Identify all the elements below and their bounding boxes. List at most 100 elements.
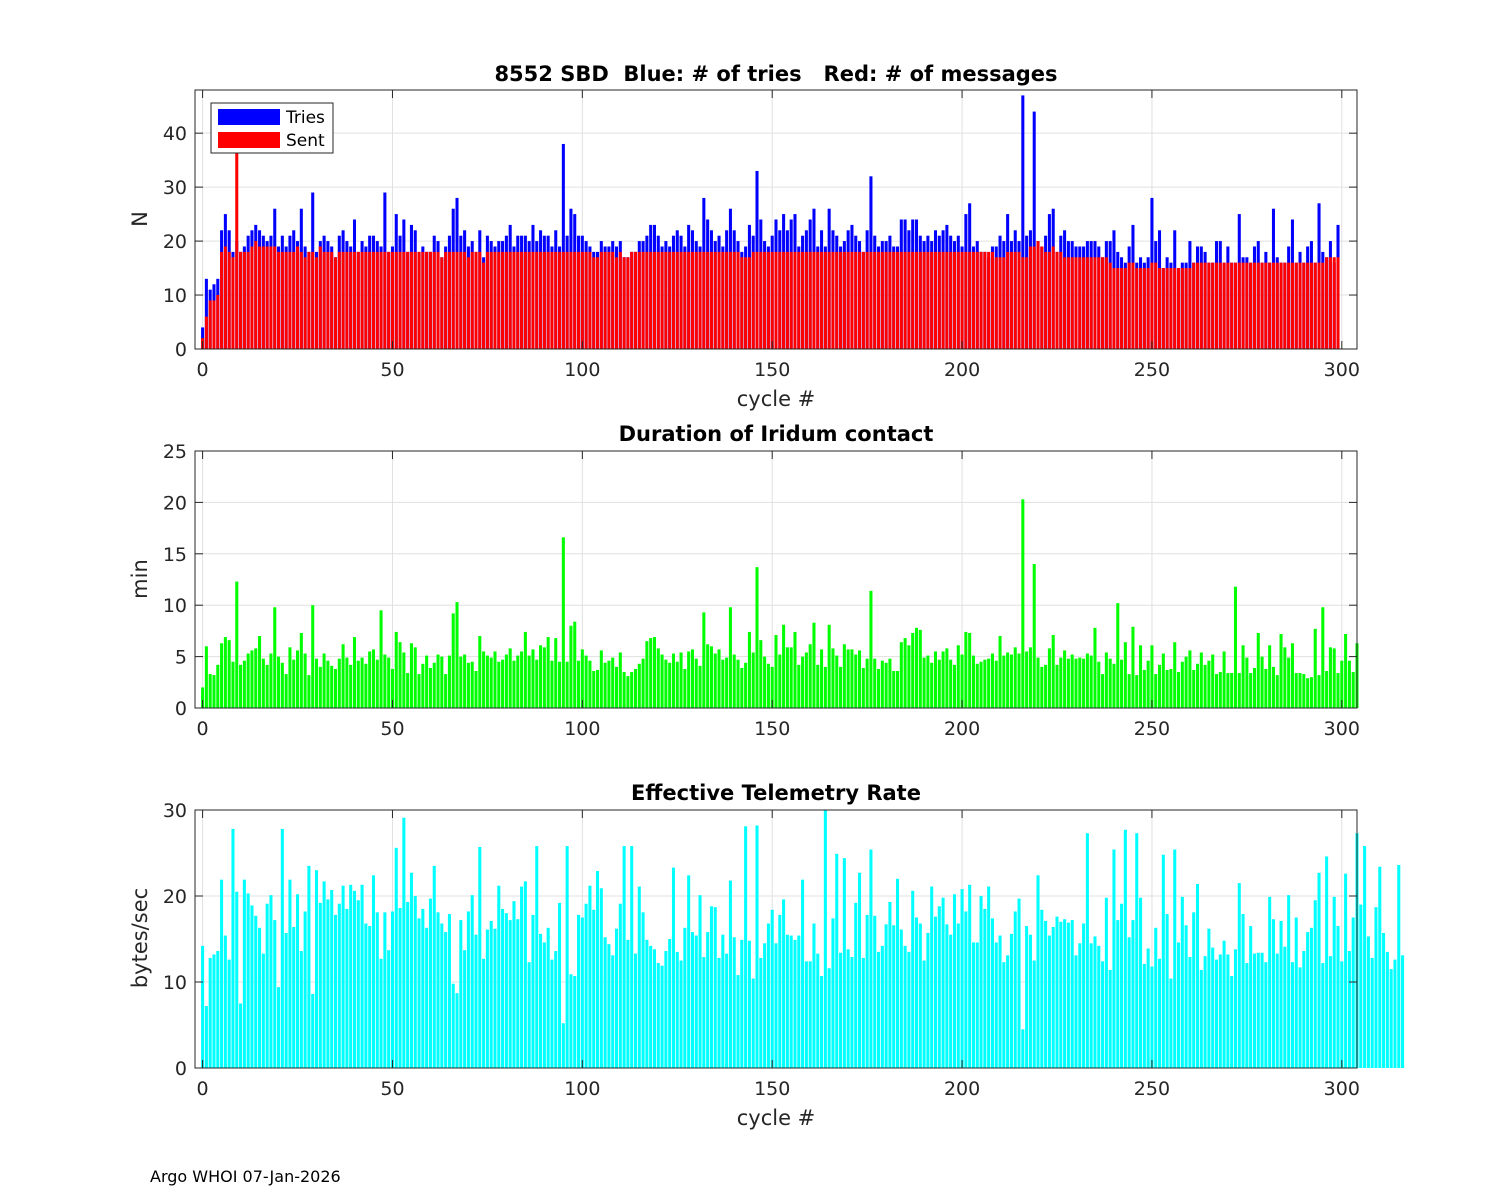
duration-y-tick-label: 5 — [175, 647, 187, 669]
telemetry-rate-bar-rate — [341, 885, 345, 1068]
sbd-tries-bar-sent — [1249, 262, 1253, 349]
telemetry-rate-bar-rate — [1032, 960, 1036, 1068]
sbd-tries-bar-tries — [1032, 111, 1036, 349]
sbd-tries-bar-sent — [1158, 268, 1162, 349]
duration-bar-duration — [721, 659, 725, 708]
telemetry-rate-bar-rate — [1370, 957, 1374, 1068]
telemetry-rate-bar-rate — [1351, 917, 1355, 1068]
duration-bar-duration — [254, 648, 258, 708]
sbd-tries-bar-sent — [975, 251, 979, 350]
legend-swatch-sent — [218, 132, 280, 148]
telemetry-rate-bar-rate — [1165, 914, 1169, 1068]
telemetry-rate-bar-rate — [858, 872, 862, 1068]
duration-bar-duration — [1328, 647, 1332, 708]
telemetry-rate-bar-rate — [1028, 934, 1032, 1068]
telemetry-rate-bar-rate — [949, 934, 953, 1068]
duration-bar-duration — [797, 664, 801, 708]
telemetry-rate-bar-rate — [387, 950, 391, 1068]
telemetry-rate-bar-rate — [1036, 875, 1040, 1068]
telemetry-rate-bar-rate — [979, 896, 983, 1068]
telemetry-rate-bar-rate — [1347, 951, 1351, 1068]
telemetry-rate-bar-rate — [398, 908, 402, 1068]
sbd-tries-bar-sent — [968, 251, 972, 350]
sbd-tries-bar-sent — [960, 251, 964, 350]
telemetry-rate-bar-rate — [444, 932, 448, 1068]
sbd-tries-bar-sent — [425, 251, 429, 350]
duration-bar-duration — [569, 625, 573, 708]
sbd-tries-bar-sent — [827, 251, 831, 350]
telemetry-rate-bar-rate — [288, 879, 292, 1068]
telemetry-rate-bar-rate — [975, 942, 979, 1068]
duration-bar-duration — [839, 666, 843, 708]
duration-bar-duration — [409, 643, 413, 708]
telemetry-rate-bar-rate — [1317, 872, 1321, 1068]
duration-axes-box — [194, 450, 1358, 709]
telemetry-rate-bar-rate — [1199, 969, 1203, 1068]
sbd-tries-x-tick-label: 50 — [380, 359, 404, 381]
telemetry-rate-bar-rate — [968, 884, 972, 1068]
telemetry-rate-bar-rate — [379, 958, 383, 1068]
duration-bar-duration — [417, 674, 421, 708]
duration-bar-duration — [755, 567, 759, 708]
sbd-tries-legend[interactable]: Tries Sent — [210, 102, 334, 154]
telemetry-rate-bar-rate — [307, 865, 311, 1068]
sbd-tries-bar-sent — [1028, 246, 1032, 349]
duration-bar-duration — [827, 624, 831, 708]
sbd-tries-bar-sent — [1237, 262, 1241, 349]
sbd-tries-bar-sent — [766, 251, 770, 350]
telemetry-rate-bar-rate — [971, 942, 975, 1068]
duration-x-tick-label: 50 — [380, 718, 404, 740]
sbd-tries-bar-sent — [869, 251, 873, 350]
duration-bar-duration — [1188, 650, 1192, 708]
telemetry-rate-bar-rate — [865, 914, 869, 1068]
duration-bar-duration — [250, 650, 254, 708]
duration-bar-duration — [1336, 673, 1340, 708]
sbd-tries-bar-sent — [994, 257, 998, 349]
duration-bar-duration — [990, 653, 994, 708]
sbd-tries-bar-sent — [671, 251, 675, 350]
duration-bar-duration — [550, 660, 554, 708]
telemetry-rate-bar-rate — [432, 865, 436, 1068]
sbd-tries-bar-sent — [1271, 262, 1275, 349]
duration-bar-duration — [512, 660, 516, 708]
telemetry-rate-bar-rate — [1142, 963, 1146, 1068]
telemetry-rate-bar-rate — [1218, 954, 1222, 1068]
telemetry-rate-bar-rate — [246, 893, 250, 1068]
telemetry-rate-bar-rate — [842, 858, 846, 1068]
duration-bar-duration — [231, 661, 235, 708]
sbd-tries-bar-sent — [1290, 262, 1294, 349]
sbd-tries-bar-sent — [333, 257, 338, 349]
telemetry-rate-bar-rate — [930, 886, 934, 1068]
sbd-tries-bar-sent — [1233, 262, 1237, 349]
sbd-tries-bar-sent — [918, 251, 922, 350]
duration-bar-duration — [1044, 664, 1048, 708]
sbd-tries-bar-sent — [516, 251, 520, 350]
telemetry-rate-bar-rate — [508, 920, 512, 1068]
telemetry-rate-bar-rate — [633, 953, 638, 1068]
sbd-tries-y-tick-label: 30 — [163, 177, 187, 199]
duration-bar-duration — [1264, 668, 1268, 708]
sbd-tries-bar-sent — [736, 251, 740, 350]
sbd-tries-bar-sent — [990, 251, 994, 350]
telemetry-rate-bar-rate — [284, 932, 288, 1068]
sbd-tries-bar-sent — [599, 251, 603, 350]
telemetry-rate-bar-rate — [990, 918, 994, 1068]
duration-bar-duration — [1078, 657, 1082, 708]
duration-bar-duration — [930, 662, 934, 708]
duration-bar-duration — [641, 658, 645, 708]
duration-bar-duration — [1332, 648, 1336, 708]
duration-bar-duration — [1177, 672, 1181, 708]
sbd-tries-bar-sent — [292, 251, 296, 350]
sbd-tries-bar-sent — [451, 251, 455, 350]
duration-bar-duration — [907, 645, 911, 708]
telemetry-rate-bar-rate — [280, 828, 284, 1068]
sbd-tries-bar-sent — [428, 251, 432, 350]
sbd-tries-bar-sent — [508, 251, 512, 350]
duration-bar-duration — [299, 632, 303, 708]
duration-bar-duration — [801, 656, 805, 708]
duration-bar-duration — [892, 670, 896, 708]
telemetry-rate-bar-rate — [763, 943, 767, 1068]
duration-bar-duration — [1173, 642, 1177, 708]
sbd-tries-bar-sent — [1059, 251, 1063, 350]
telemetry-rate-bar-rate — [561, 1023, 565, 1068]
